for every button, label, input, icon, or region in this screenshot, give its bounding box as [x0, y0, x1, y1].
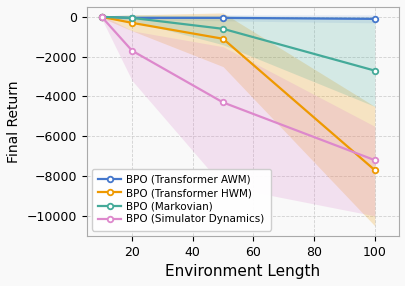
BPO (Simulator Dynamics) — [371, 158, 376, 162]
BPO (Transformer AWM) — [371, 17, 376, 21]
BPO (Markovian) — [99, 15, 104, 19]
BPO (Transformer AWM) — [99, 15, 104, 19]
Line: BPO (Markovian): BPO (Markovian) — [99, 14, 377, 74]
BPO (Transformer HWM) — [220, 37, 225, 41]
X-axis label: Environment Length: Environment Length — [165, 264, 320, 279]
Line: BPO (Transformer AWM): BPO (Transformer AWM) — [99, 14, 377, 22]
Line: BPO (Simulator Dynamics): BPO (Simulator Dynamics) — [99, 14, 377, 163]
BPO (Simulator Dynamics) — [99, 15, 104, 19]
BPO (Transformer HWM) — [371, 168, 376, 172]
BPO (Transformer AWM) — [129, 16, 134, 20]
BPO (Simulator Dynamics) — [220, 101, 225, 104]
BPO (Markovian) — [371, 69, 376, 72]
Y-axis label: Final Return: Final Return — [7, 80, 21, 163]
BPO (Transformer AWM) — [220, 16, 225, 20]
Line: BPO (Transformer HWM): BPO (Transformer HWM) — [99, 14, 377, 173]
BPO (Markovian) — [129, 16, 134, 20]
Legend: BPO (Transformer AWM), BPO (Transformer HWM), BPO (Markovian), BPO (Simulator Dy: BPO (Transformer AWM), BPO (Transformer … — [92, 169, 270, 231]
BPO (Transformer HWM) — [129, 21, 134, 25]
BPO (Simulator Dynamics) — [129, 49, 134, 52]
BPO (Markovian) — [220, 27, 225, 31]
BPO (Transformer HWM) — [99, 15, 104, 19]
